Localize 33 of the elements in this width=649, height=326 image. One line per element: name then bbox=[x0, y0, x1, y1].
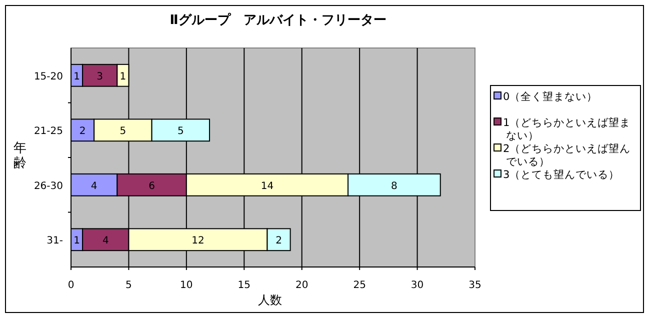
data-label: 5 bbox=[177, 126, 184, 138]
data-label: 2 bbox=[276, 236, 282, 247]
chart-title: Ⅱグループ アルバイト・フリーター bbox=[170, 12, 386, 28]
x-tick-label: 0 bbox=[68, 280, 74, 291]
data-label: 1 bbox=[74, 236, 80, 247]
data-label: 12 bbox=[192, 236, 204, 247]
legend-label: 1（どちらかといえば望まない） bbox=[503, 116, 631, 142]
y-tick-label: 26-30 bbox=[34, 180, 63, 192]
y-tick-label: 21-25 bbox=[34, 126, 63, 138]
data-label: 3 bbox=[96, 71, 104, 82]
legend-label: 0（全く望まない） bbox=[503, 90, 598, 103]
data-label: 4 bbox=[102, 236, 109, 247]
data-label: 2 bbox=[79, 126, 86, 138]
data-label: 1 bbox=[120, 71, 126, 82]
y-tick-label: 31- bbox=[46, 236, 64, 247]
data-label: 4 bbox=[90, 180, 98, 192]
x-tick-label: 15 bbox=[238, 280, 251, 291]
data-label: 14 bbox=[260, 180, 274, 192]
data-label: 8 bbox=[391, 180, 398, 192]
data-label: 5 bbox=[120, 126, 126, 138]
x-tick-label: 5 bbox=[126, 280, 132, 291]
x-tick-label: 10 bbox=[180, 280, 193, 291]
data-label: 1 bbox=[74, 71, 80, 82]
x-tick-label: 35 bbox=[468, 280, 482, 291]
x-tick-label: 30 bbox=[410, 280, 424, 291]
y-tick-label: 15-20 bbox=[34, 71, 63, 82]
y-axis-title: 年齢 bbox=[14, 141, 26, 171]
legend-label: 2（どちらかといえば望んでいる） bbox=[503, 142, 631, 168]
x-axis-title: 人数 bbox=[258, 293, 282, 307]
x-tick-label: 20 bbox=[295, 280, 308, 291]
x-tick-label: 25 bbox=[353, 280, 366, 291]
data-label: 6 bbox=[148, 180, 155, 192]
legend-label: 3（とても望んでいる） bbox=[503, 168, 620, 181]
